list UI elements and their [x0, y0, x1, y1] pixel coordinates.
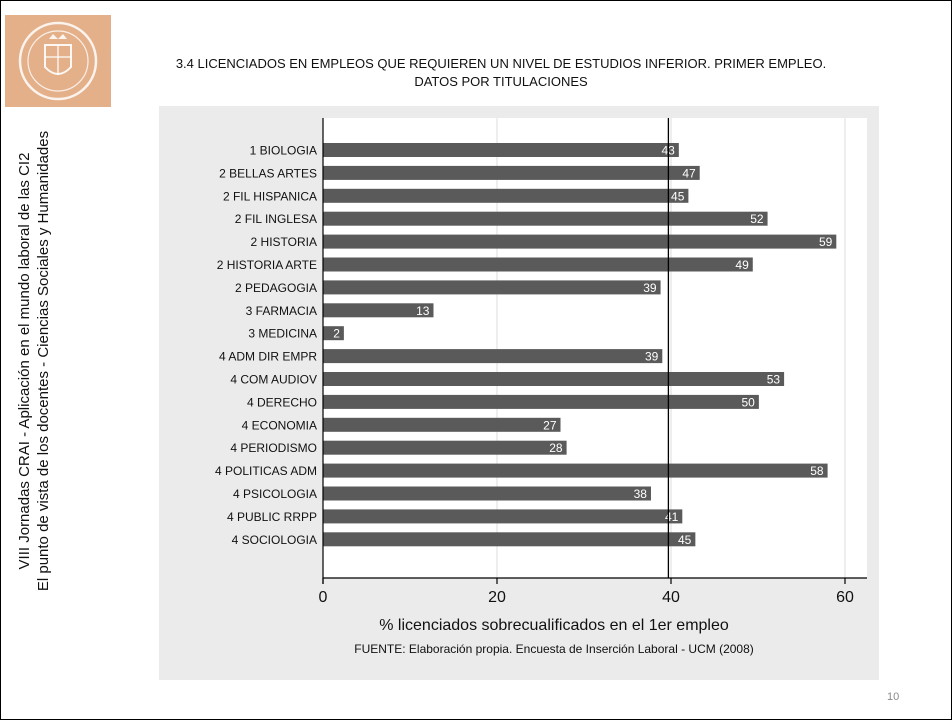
page-number: 10	[887, 691, 900, 703]
category-label: 4 PUBLIC RRPP	[227, 510, 317, 524]
bar	[323, 394, 759, 409]
bar	[323, 211, 768, 226]
slide-title: 3.4 LICENCIADOS EN EMPLEOS QUE REQUIEREN…	[111, 55, 891, 91]
bar-value-label: 58	[810, 464, 824, 478]
bar-value-label: 50	[742, 395, 756, 409]
bar	[323, 440, 567, 455]
bar	[323, 417, 561, 432]
plot-area	[323, 118, 867, 578]
bar-value-label: 53	[767, 373, 781, 387]
slide-title-line-1: 3.4 LICENCIADOS EN EMPLEOS QUE REQUIEREN…	[175, 56, 827, 71]
category-label: 4 ADM DIR EMPR	[219, 350, 317, 364]
category-label: 4 POLITICAS ADM	[215, 464, 317, 478]
category-label: 1 BIOLOGIA	[250, 144, 317, 158]
category-label: 4 PSICOLOGIA	[233, 487, 317, 501]
vertical-side-caption: VIII Jornadas CRAI - Aplicación en el mu…	[15, 21, 53, 701]
category-label: 2 FIL INGLESA	[235, 212, 317, 226]
category-label: 4 DERECHO	[247, 395, 317, 409]
category-label: 2 FIL HISPANICA	[223, 189, 317, 203]
bar-value-label: 2	[333, 327, 340, 341]
bar	[323, 486, 651, 501]
bar	[323, 188, 689, 203]
slide-title-line-2: DATOS POR TITULACIONES	[414, 74, 588, 89]
bar-value-label: 52	[750, 212, 764, 226]
category-label: 2 HISTORIA	[251, 235, 317, 249]
bar	[323, 349, 663, 364]
bar-value-label: 47	[682, 166, 696, 180]
bar	[323, 326, 344, 341]
bar	[323, 280, 661, 295]
bar	[323, 303, 434, 318]
category-label: 3 MEDICINA	[248, 327, 317, 341]
bar	[323, 372, 785, 386]
bar-value-label: 45	[671, 189, 685, 203]
category-label: 4 ECONOMIA	[242, 418, 317, 432]
x-tick-label: 40	[662, 589, 680, 606]
side-caption-line-1: VIII Jornadas CRAI - Aplicación en el mu…	[16, 152, 33, 570]
bar-value-label: 39	[645, 350, 659, 364]
x-axis-title: % licenciados sobrecualificados en el 1e…	[379, 617, 729, 634]
bar	[323, 509, 683, 524]
bar-value-label: 41	[665, 510, 679, 524]
bar	[323, 463, 828, 478]
category-label: 2 PEDAGOGIA	[235, 281, 317, 295]
bar-value-label: 45	[678, 533, 692, 547]
side-caption-line-2: El punto de vista de los docentes - Cien…	[35, 130, 52, 592]
bar-value-label: 28	[549, 441, 563, 455]
bar	[323, 143, 679, 157]
category-label: 2 HISTORIA ARTE	[217, 258, 317, 272]
bar-value-label: 38	[634, 487, 648, 501]
bar	[323, 257, 753, 272]
bar	[323, 532, 696, 547]
bar	[323, 165, 700, 180]
bar-value-label: 13	[416, 304, 430, 318]
bar	[323, 234, 837, 249]
bar-value-label: 27	[543, 418, 557, 432]
category-label: 4 SOCIOLOGIA	[232, 533, 317, 547]
university-seal-icon	[5, 15, 111, 107]
category-label: 2 BELLAS ARTES	[219, 166, 317, 180]
category-label: 4 COM AUDIOV	[230, 373, 317, 387]
x-tick-label: 0	[319, 589, 328, 606]
bar-value-label: 49	[735, 258, 749, 272]
bar-value-label: 59	[819, 235, 833, 249]
category-label: 3 FARMACIA	[246, 304, 317, 318]
category-label: 4 PERIODISMO	[230, 441, 317, 455]
x-tick-label: 20	[488, 589, 506, 606]
source-note: FUENTE: Elaboración propia. Encuesta de …	[354, 642, 754, 656]
bar-value-label: 39	[643, 281, 657, 295]
x-tick-label: 60	[836, 589, 854, 606]
